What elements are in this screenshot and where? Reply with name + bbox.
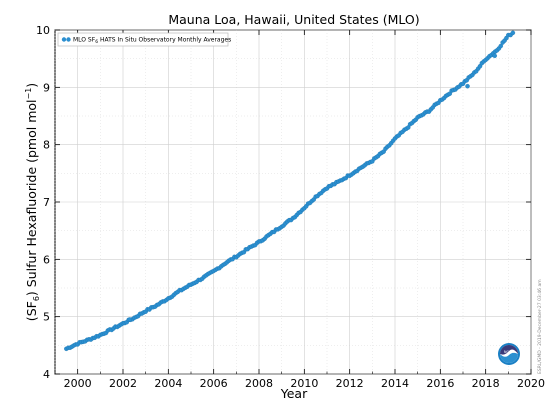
x-tick-label: 2010 [290, 377, 318, 390]
legend-box [57, 32, 229, 47]
axis-ticks: 2000 2002 2004 2006 2008 2010 2012 2014 2016 2018… [36, 24, 545, 390]
x-tick-label: 2016 [426, 377, 454, 390]
y-tick-label: 4 [43, 368, 50, 381]
chart-title: Mauna Loa, Hawaii, United States (MLO) [168, 12, 419, 27]
data-point [405, 125, 411, 130]
x-tick-label: 2020 [517, 377, 545, 390]
y-tick-label: 6 [43, 253, 50, 266]
y-axis-label-rest: ) Sulfur Hexafluoride (pmol mol [24, 100, 39, 297]
x-tick-label: 2018 [472, 377, 500, 390]
y-tick-label: 10 [36, 24, 50, 37]
data-point [127, 317, 133, 322]
y-axis-label-main: (SF [24, 301, 39, 321]
data-point [510, 30, 516, 36]
x-tick-label: 2000 [64, 377, 92, 390]
data-point [498, 43, 504, 49]
y-tick-label: 7 [43, 196, 50, 209]
plot-area: 2000 2002 2004 2006 2008 2010 2012 2014 2016 2018… [36, 24, 545, 390]
noaa-logo: NOAA [498, 343, 520, 365]
x-axis-label: Year [280, 386, 308, 401]
legend-label: MLO SF6 HATS In Situ Observatory Monthly… [73, 37, 231, 46]
noaa-logo-text: NOAA [504, 350, 515, 354]
x-tick-label: 2014 [381, 377, 409, 390]
legend-marker [66, 37, 71, 42]
data-series [64, 30, 516, 352]
legend: MLO SF6 HATS In Situ Observatory Monthly… [57, 32, 231, 47]
y-axis-label-end: ) [24, 83, 39, 88]
x-tick-label: 2012 [336, 377, 364, 390]
y-tick-label: 9 [43, 81, 50, 94]
x-tick-label: 2004 [154, 377, 182, 390]
legend-label-main: MLO SF [73, 37, 96, 44]
y-axis-label: (SF6) Sulfur Hexafluoride (pmol mol−1) [24, 83, 41, 321]
legend-label-sub: 6 [95, 39, 98, 45]
credit-text: ESRL/GMD - 2019-December-27 03:46 am [537, 279, 543, 374]
x-tick-label: 2002 [109, 377, 137, 390]
y-tick-label: 5 [43, 311, 50, 324]
data-point [492, 53, 497, 59]
legend-label-rest: HATS In Situ Observatory Monthly Average… [98, 37, 231, 44]
x-tick-label: 2008 [245, 377, 273, 390]
legend-marker [61, 37, 67, 42]
x-tick-label: 2006 [200, 377, 228, 390]
y-axis-label-sup: −1 [24, 88, 33, 100]
y-tick-label: 8 [43, 139, 50, 152]
y-axis-label-sub: 6 [32, 296, 41, 301]
data-point [465, 83, 470, 89]
